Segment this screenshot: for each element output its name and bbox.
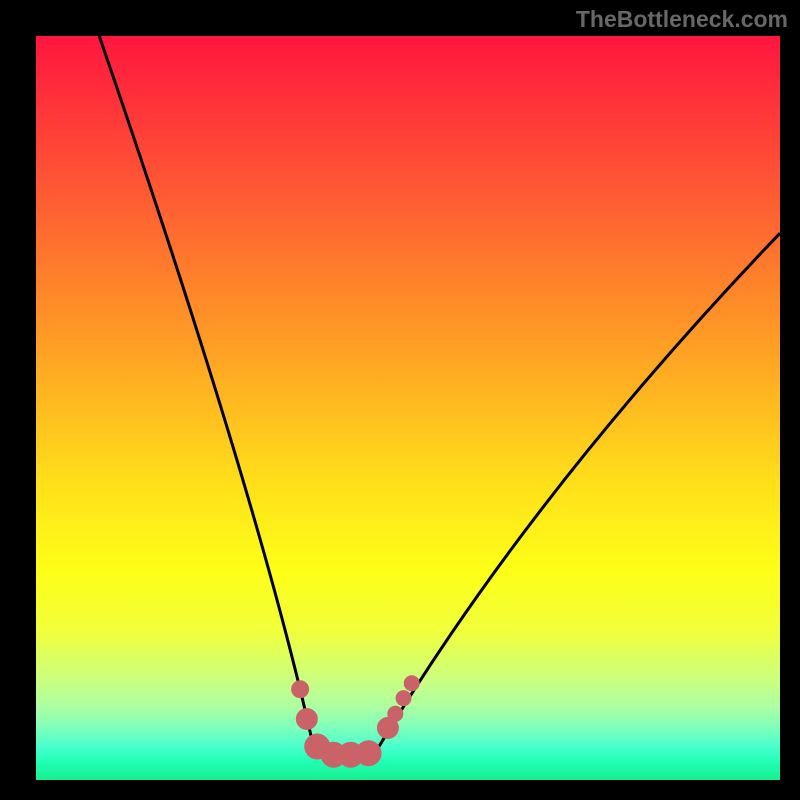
data-marker	[291, 680, 309, 698]
watermark-text: TheBottleneck.com	[576, 6, 788, 33]
data-marker	[356, 740, 382, 766]
data-marker	[396, 690, 412, 706]
plot-background	[36, 36, 780, 780]
data-marker	[296, 708, 318, 730]
data-marker	[404, 675, 420, 691]
chart-container	[0, 0, 800, 800]
data-marker	[387, 706, 403, 722]
chart-svg	[0, 0, 800, 800]
